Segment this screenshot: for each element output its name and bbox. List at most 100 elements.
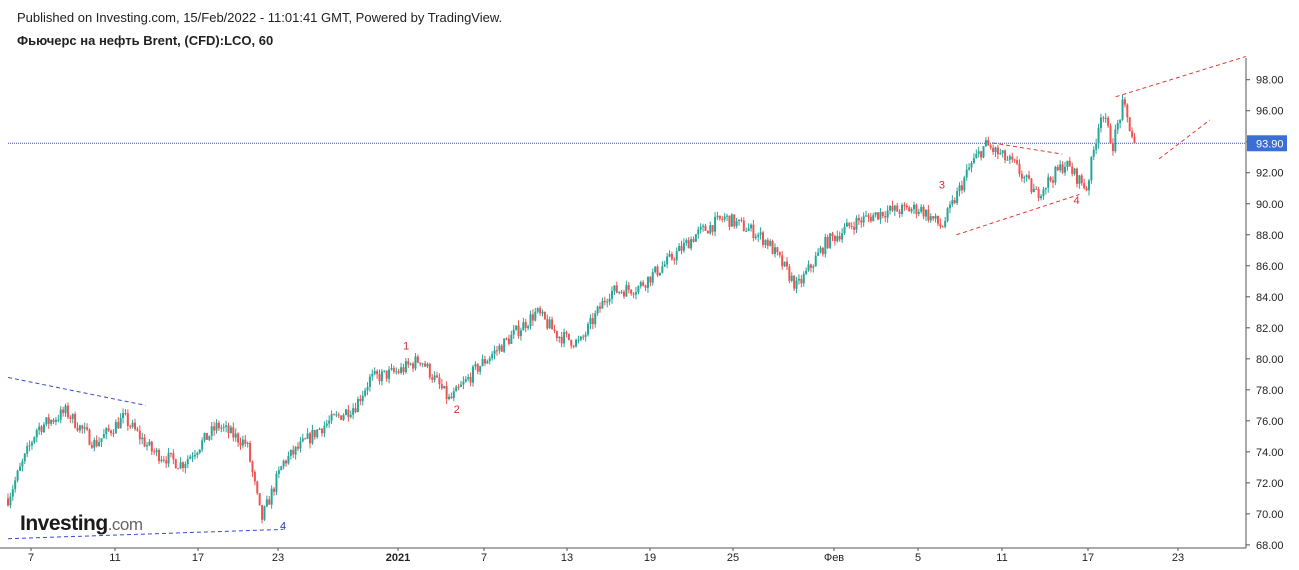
candle-body bbox=[146, 445, 149, 447]
candle-body bbox=[1111, 143, 1114, 152]
candle-body bbox=[141, 437, 144, 440]
candle-body bbox=[289, 449, 292, 456]
candle-body bbox=[788, 266, 791, 281]
candle-body bbox=[297, 446, 300, 449]
candle-body bbox=[268, 499, 271, 505]
candle-body bbox=[203, 432, 206, 441]
candle-body bbox=[16, 470, 19, 481]
candle-body bbox=[1109, 125, 1112, 144]
candle-body bbox=[591, 318, 594, 325]
candle-body bbox=[50, 420, 53, 424]
candle-body bbox=[349, 414, 352, 417]
candle-body bbox=[615, 285, 618, 293]
candle-body bbox=[507, 338, 510, 344]
candlestick-series bbox=[7, 94, 1136, 524]
candle-body bbox=[457, 386, 460, 388]
candle-body bbox=[122, 413, 125, 419]
candle-body bbox=[932, 216, 935, 219]
candle-body bbox=[237, 433, 240, 443]
candle-body bbox=[651, 272, 654, 283]
candle-body bbox=[81, 425, 84, 429]
x-axis[interactable]: 7 11 17 23 2021 7 13 19 25 Фев 5 11 17 23 bbox=[28, 548, 1184, 564]
candle-body bbox=[210, 426, 213, 436]
candle-body bbox=[579, 336, 582, 340]
x-tick-label: 7 bbox=[481, 552, 487, 564]
candle-body bbox=[98, 442, 101, 447]
candle-body bbox=[980, 151, 983, 158]
candle-body bbox=[1049, 177, 1052, 181]
candle-body bbox=[131, 422, 134, 427]
candle-body bbox=[1114, 129, 1117, 152]
candle-body bbox=[599, 306, 602, 309]
candle-body bbox=[273, 488, 276, 492]
last-price-badge bbox=[1247, 135, 1287, 152]
candle-body bbox=[778, 252, 781, 256]
wave-label: 1 bbox=[403, 341, 409, 353]
candle-body bbox=[634, 292, 637, 295]
candle-body bbox=[172, 453, 175, 460]
candle-body bbox=[541, 311, 544, 314]
wave-label: 4 bbox=[1074, 195, 1080, 207]
candle-body bbox=[282, 460, 285, 467]
candle-body bbox=[481, 359, 484, 367]
candle-body bbox=[1042, 189, 1045, 197]
candle-body bbox=[177, 468, 180, 470]
candle-body bbox=[994, 147, 997, 153]
candle-body bbox=[93, 440, 96, 448]
candle-body bbox=[311, 429, 314, 444]
candle-body bbox=[205, 432, 208, 440]
candle-body bbox=[359, 398, 362, 402]
candle-body bbox=[601, 300, 604, 309]
candle-body bbox=[881, 211, 884, 217]
candle-body bbox=[639, 282, 642, 287]
candle-body bbox=[431, 377, 434, 380]
candle-body bbox=[189, 456, 192, 459]
x-tick-label: 17 bbox=[192, 552, 204, 564]
candle-body bbox=[877, 212, 880, 220]
candle-body bbox=[872, 215, 875, 222]
candle-body bbox=[658, 272, 661, 276]
candle-body bbox=[150, 441, 153, 452]
candle-body bbox=[757, 234, 760, 237]
y-axis[interactable]: 68.00 70.00 72.00 74.00 76.00 78.00 80.00 82.00… bbox=[1246, 75, 1287, 552]
candle-body bbox=[100, 438, 103, 443]
wave-label: 2 bbox=[454, 404, 460, 416]
candle-body bbox=[989, 145, 992, 148]
candle-body bbox=[510, 334, 513, 344]
candle-body bbox=[730, 214, 733, 227]
candle-body bbox=[344, 409, 347, 416]
candle-body bbox=[332, 414, 335, 416]
candle-body bbox=[663, 264, 666, 267]
investing-logo: Investing.com bbox=[20, 512, 143, 536]
candle-body bbox=[577, 339, 580, 341]
y-tick-label: 88.00 bbox=[1256, 230, 1284, 242]
candle-body bbox=[340, 415, 343, 420]
candle-body bbox=[376, 371, 379, 375]
candle-body bbox=[941, 226, 944, 228]
candle-body bbox=[270, 488, 273, 505]
candle-body bbox=[167, 452, 170, 464]
x-tick-label: 5 bbox=[915, 552, 921, 564]
candle-body bbox=[1020, 173, 1023, 179]
candle-body bbox=[138, 430, 141, 440]
candle-body bbox=[304, 438, 307, 440]
candle-body bbox=[385, 370, 388, 379]
x-tick-label: 11 bbox=[109, 552, 120, 564]
candle-body bbox=[459, 384, 462, 387]
candle-body bbox=[934, 215, 937, 219]
candle-body bbox=[35, 430, 38, 438]
candle-body bbox=[845, 222, 848, 227]
candle-body bbox=[793, 275, 796, 289]
candle-body bbox=[1032, 188, 1035, 193]
candle-body bbox=[165, 460, 168, 464]
candle-body bbox=[45, 417, 48, 425]
candle-body bbox=[222, 426, 225, 428]
candle-body bbox=[249, 442, 252, 462]
candle-body bbox=[488, 358, 491, 362]
candle-body bbox=[191, 456, 194, 458]
candle-body bbox=[23, 453, 26, 462]
candle-body bbox=[428, 363, 431, 378]
candle-body bbox=[462, 381, 465, 385]
candle-body bbox=[90, 444, 93, 448]
